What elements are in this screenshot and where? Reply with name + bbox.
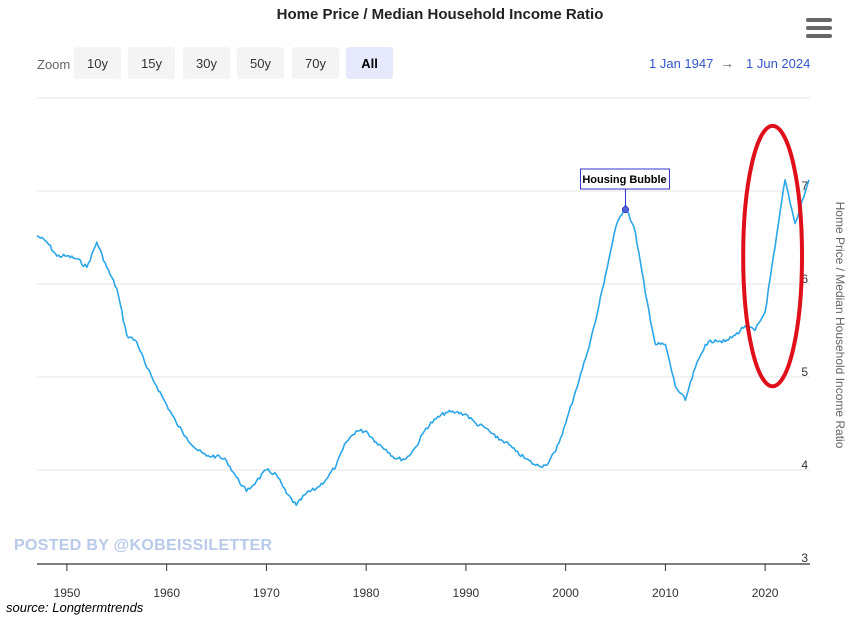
x-tick-label: 1970: [253, 586, 280, 600]
series-line: [36, 179, 810, 507]
x-tick-label: 1960: [153, 586, 180, 600]
hamburger-menu-icon[interactable]: [806, 18, 832, 40]
x-tick-label: 2000: [552, 586, 579, 600]
zoom-button-70y[interactable]: 70y: [292, 47, 339, 79]
annotation-box: [579, 168, 670, 190]
watermark: POSTED BY @KOBEISSILETTER: [14, 537, 273, 554]
annotation-point: [621, 206, 629, 214]
zoom-label: Zoom: [37, 57, 71, 72]
y-tick-label: 3: [801, 551, 808, 565]
y-tick-label: 4: [801, 458, 808, 472]
y-tick-label: 7: [801, 179, 808, 193]
zoom-button-10y[interactable]: 10y: [74, 47, 121, 79]
x-tick-label: 2010: [652, 586, 679, 600]
x-tick-label: 1990: [453, 586, 480, 600]
x-tick-label: 1950: [54, 586, 81, 600]
y-axis-label: Home Price / Median Household Income Rat…: [833, 201, 847, 449]
x-tick-label: 2020: [752, 586, 779, 600]
chart-title: Home Price / Median Household Income Rat…: [276, 6, 604, 23]
y-tick-label: 6: [801, 272, 808, 286]
range-arrow: →: [720, 55, 734, 71]
annotation-label: Housing Bubble: [582, 174, 666, 186]
range-start-date[interactable]: 1 Jan 1947: [649, 56, 714, 71]
y-tick-label: 5: [801, 365, 808, 379]
zoom-button-50y[interactable]: 50y: [237, 47, 284, 79]
x-tick-label: 1980: [353, 586, 380, 600]
highlight-ellipse: [741, 123, 805, 389]
zoom-button-30y[interactable]: 30y: [183, 47, 230, 79]
zoom-button-15y[interactable]: 15y: [128, 47, 175, 79]
range-end-date[interactable]: 1 Jun 2024: [746, 56, 811, 71]
zoom-button-all[interactable]: All: [346, 47, 393, 79]
source-note: source: Longtermtrends: [6, 600, 144, 615]
